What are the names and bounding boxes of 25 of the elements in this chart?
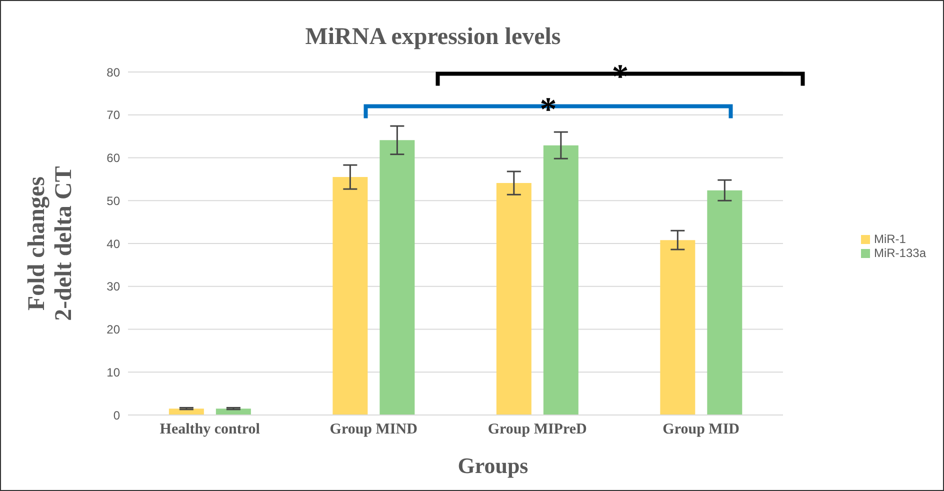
bar [496,183,532,415]
y-tick-label: 80 [106,65,120,80]
bar [707,190,742,415]
x-axis-title: Groups [458,453,529,478]
y-tick-label: 50 [106,194,120,208]
bar [660,240,696,415]
y-tick-label: 20 [106,322,120,337]
legend-label: MiR-1 [874,232,906,246]
y-tick-label: 70 [106,108,120,122]
y-tick-label: 60 [106,151,120,166]
x-tick-label: Group MIND [330,422,418,438]
y-tick-label: 40 [106,236,120,251]
x-tick-label: Healthy control [160,422,260,438]
chart-title: MiRNA expression levels [305,24,561,50]
y-tick-label: 0 [113,408,120,422]
bar [332,177,368,415]
annotation: * [540,91,557,128]
y-tick-label: 10 [106,365,120,380]
bar [543,145,578,415]
y-tick-label: 30 [106,280,120,294]
legend-label: MiR-133a [874,246,926,260]
bar [380,140,415,415]
x-tick-label: Group MIPreD [488,422,588,438]
x-tick-label: Group MID [662,422,740,438]
y-axis-title: Fold changes 2-delt delta CT [24,166,77,321]
